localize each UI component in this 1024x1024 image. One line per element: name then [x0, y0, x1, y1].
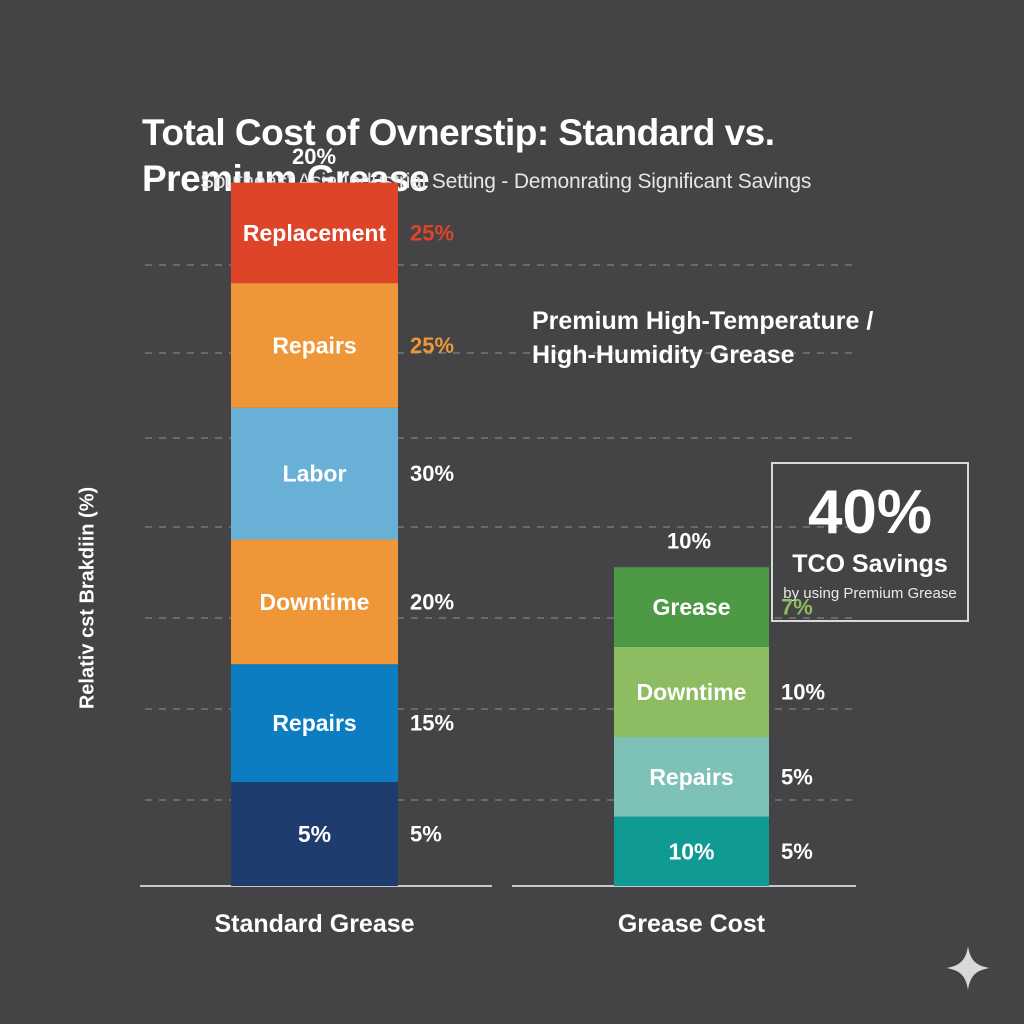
- segment-side-label: 20%: [410, 589, 454, 614]
- segment-side-label: 5%: [410, 822, 442, 847]
- bar-segment: [231, 782, 398, 886]
- bar-segment: [231, 182, 398, 284]
- segment-label: 10%: [668, 838, 714, 864]
- segment-label: Repairs: [272, 710, 356, 736]
- bar-segment: [614, 567, 769, 647]
- bar-segment: [614, 816, 769, 886]
- bar-segment: [231, 664, 398, 783]
- bar-total-label: 20%: [292, 144, 336, 169]
- segment-side-label: 25%: [410, 333, 454, 358]
- premium-grease-label: Premium High-Temperature / High-Humidity…: [532, 307, 874, 369]
- segment-label: 5%: [298, 821, 331, 847]
- savings-note: by using Premium Grease: [783, 585, 957, 602]
- segment-label: Repairs: [272, 332, 356, 358]
- segment-label: Replacement: [243, 220, 387, 246]
- bar-segment: [614, 737, 769, 817]
- segment-label: Downtime: [260, 589, 370, 615]
- savings-callout: 40% TCO Savings by using Premium Grease: [771, 462, 969, 622]
- segment-label: Labor: [283, 461, 347, 487]
- segment-side-label: 30%: [410, 461, 454, 486]
- x-tick-label: Standard Grease: [214, 910, 414, 938]
- segment-side-label: 7%: [781, 595, 813, 620]
- segment-side-label: 5%: [781, 764, 813, 789]
- segment-label: Downtime: [637, 679, 747, 705]
- segment-side-label: 25%: [410, 220, 454, 245]
- bar-segment: [614, 646, 769, 738]
- bar-total-label: 10%: [667, 529, 711, 554]
- x-tick-label: Grease Cost: [618, 910, 766, 938]
- segment-label: Repairs: [649, 764, 733, 790]
- bar-segment: [231, 539, 398, 665]
- sparkle-icon: [946, 946, 990, 990]
- savings-label: TCO Savings: [792, 550, 948, 578]
- bar-segment: [231, 407, 398, 540]
- segment-side-label: 5%: [781, 839, 813, 864]
- savings-value: 40%: [807, 478, 933, 547]
- segment-side-label: 10%: [781, 679, 825, 704]
- chart-title: Total Cost of Ovnerstip: Standard vs. Pr…: [142, 112, 775, 199]
- segment-side-label: 15%: [410, 711, 454, 736]
- segment-label: Grease: [652, 594, 730, 620]
- bar-segment: [231, 283, 398, 408]
